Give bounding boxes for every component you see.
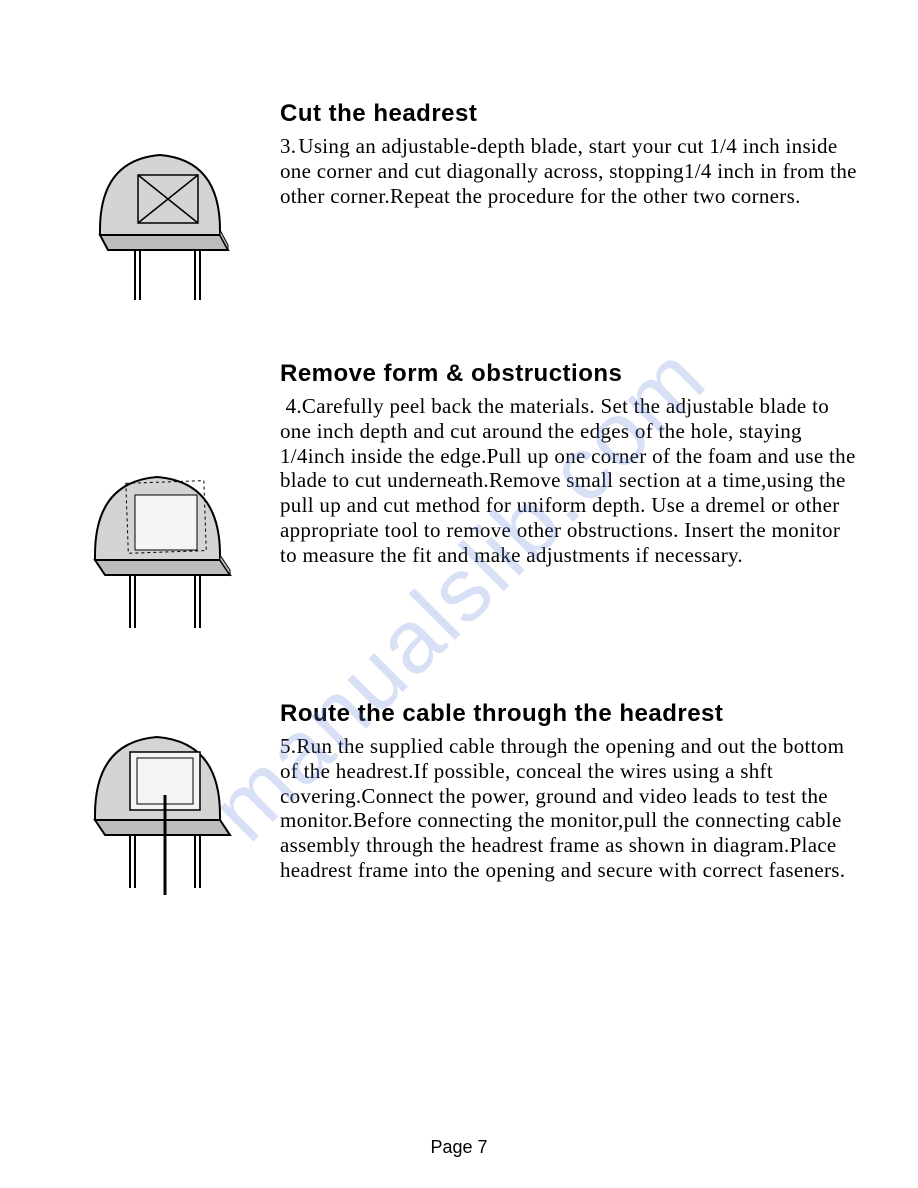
body-cut: 3.Using an adjustable-depth blade, start… bbox=[280, 134, 858, 208]
heading-route: Route the cable through the headrest bbox=[280, 700, 858, 728]
manual-page: manualslib.com Cut the headrest 3.Using … bbox=[0, 0, 918, 1188]
text-block-3: Route the cable through the headrest 5.R… bbox=[280, 700, 858, 883]
section-remove-form: Remove form & obstructions 4.Carefully p… bbox=[60, 360, 858, 640]
page-number: Page 7 bbox=[0, 1137, 918, 1158]
illustration-cut-headrest bbox=[60, 140, 260, 310]
heading-cut: Cut the headrest bbox=[280, 100, 858, 128]
section-route-cable: Route the cable through the headrest 5.R… bbox=[60, 700, 858, 910]
heading-remove: Remove form & obstructions bbox=[280, 360, 858, 388]
text-block-1: Cut the headrest 3.Using an adjustable-d… bbox=[280, 100, 858, 208]
illustration-route-cable bbox=[60, 720, 260, 910]
body-remove: 4.Carefully peel back the materials. Set… bbox=[280, 394, 858, 567]
section-cut-headrest: Cut the headrest 3.Using an adjustable-d… bbox=[60, 100, 858, 310]
illustration-remove-form bbox=[60, 460, 260, 640]
text-block-2: Remove form & obstructions 4.Carefully p… bbox=[280, 360, 858, 567]
body-route: 5.Run the supplied cable through the ope… bbox=[280, 734, 858, 883]
